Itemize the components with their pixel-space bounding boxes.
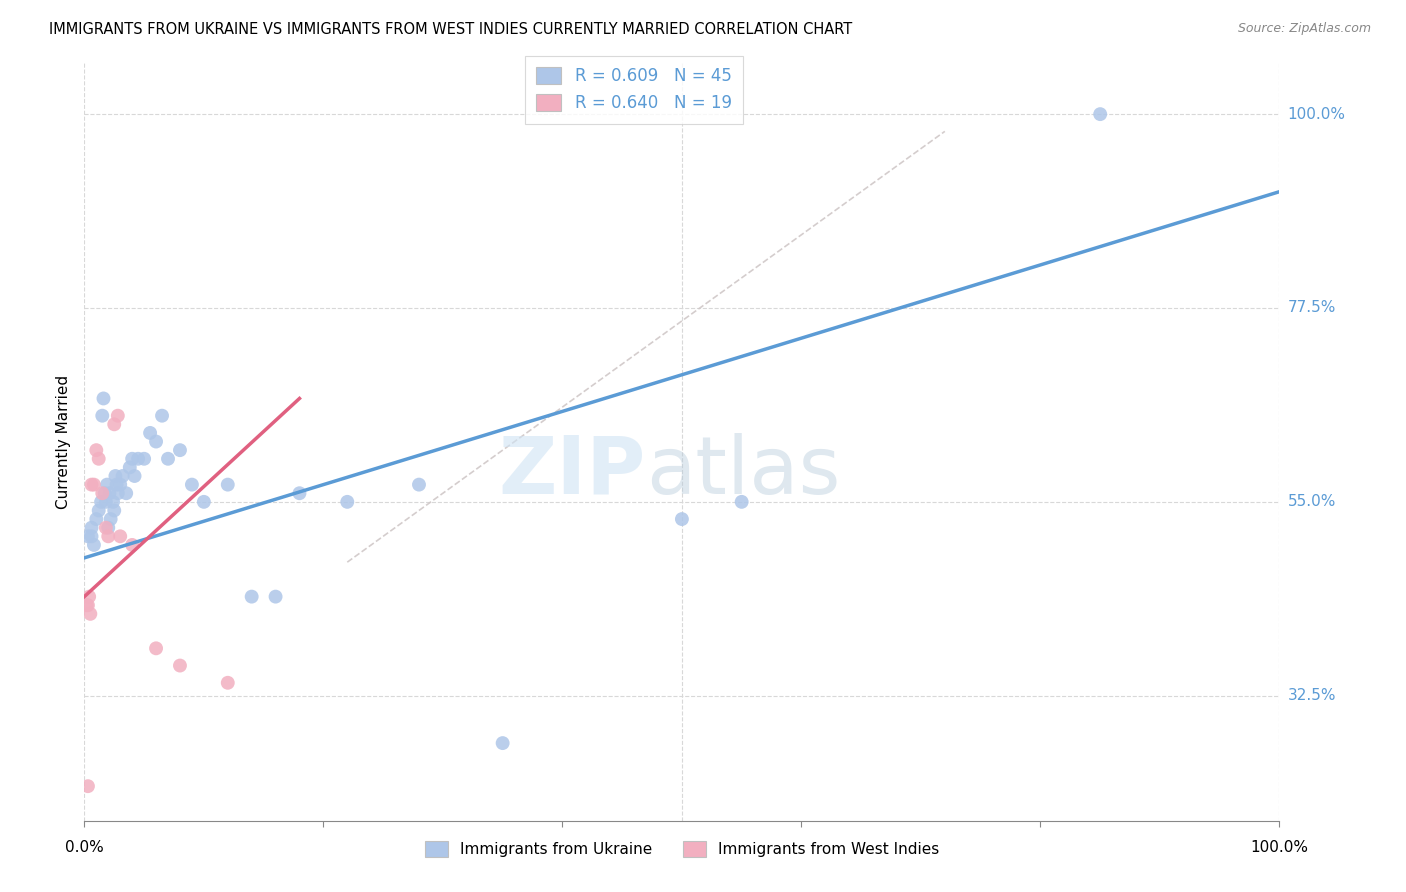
Point — [264, 590, 287, 604]
Y-axis label: Currently Married: Currently Married — [56, 375, 72, 508]
Point — [83, 538, 105, 552]
Point — [139, 425, 162, 440]
Text: 77.5%: 77.5% — [1288, 301, 1336, 316]
Point — [77, 599, 100, 613]
Point — [110, 477, 132, 491]
Point — [124, 469, 146, 483]
Point — [101, 495, 124, 509]
Point — [87, 503, 110, 517]
Text: 100.0%: 100.0% — [1288, 107, 1346, 121]
Point — [97, 521, 120, 535]
Text: Source: ZipAtlas.com: Source: ZipAtlas.com — [1237, 22, 1371, 36]
Point — [94, 495, 117, 509]
Point — [145, 434, 167, 449]
Point — [110, 529, 132, 543]
Point — [100, 512, 122, 526]
Point — [492, 736, 515, 750]
Legend: Immigrants from Ukraine, Immigrants from West Indies: Immigrants from Ukraine, Immigrants from… — [416, 831, 948, 866]
Text: 55.0%: 55.0% — [1288, 494, 1336, 509]
Point — [77, 779, 100, 793]
Point — [408, 477, 430, 491]
Point — [97, 529, 120, 543]
Point — [86, 443, 108, 458]
Point — [86, 512, 108, 526]
Point — [145, 641, 167, 656]
Point — [96, 477, 118, 491]
Point — [150, 409, 173, 423]
Point — [93, 486, 115, 500]
Point — [103, 417, 125, 432]
Point — [288, 486, 311, 500]
Point — [336, 495, 359, 509]
Point — [169, 658, 191, 673]
Point — [217, 675, 239, 690]
Point — [671, 512, 693, 526]
Point — [107, 486, 129, 500]
Point — [80, 477, 103, 491]
Point — [169, 443, 191, 458]
Text: ZIP: ZIP — [499, 433, 647, 511]
Point — [217, 477, 239, 491]
Point — [98, 486, 121, 500]
Point — [105, 477, 128, 491]
Point — [121, 451, 143, 466]
Text: 100.0%: 100.0% — [1250, 839, 1309, 855]
Point — [93, 392, 115, 406]
Point — [91, 486, 114, 500]
Point — [118, 460, 141, 475]
Text: 32.5%: 32.5% — [1288, 689, 1336, 703]
Point — [115, 486, 138, 500]
Point — [80, 529, 103, 543]
Point — [91, 409, 114, 423]
Text: atlas: atlas — [647, 433, 841, 511]
Point — [76, 599, 98, 613]
Point — [121, 538, 143, 552]
Point — [107, 409, 129, 423]
Point — [79, 607, 101, 621]
Text: 0.0%: 0.0% — [65, 839, 104, 855]
Point — [83, 477, 105, 491]
Point — [1090, 107, 1112, 121]
Point — [80, 521, 103, 535]
Point — [240, 590, 263, 604]
Point — [127, 451, 149, 466]
Point — [731, 495, 754, 509]
Point — [90, 495, 112, 509]
Point — [87, 451, 110, 466]
Point — [111, 469, 134, 483]
Point — [103, 503, 125, 517]
Text: IMMIGRANTS FROM UKRAINE VS IMMIGRANTS FROM WEST INDIES CURRENTLY MARRIED CORRELA: IMMIGRANTS FROM UKRAINE VS IMMIGRANTS FR… — [49, 22, 852, 37]
Point — [104, 469, 127, 483]
Point — [181, 477, 204, 491]
Point — [77, 590, 100, 604]
Point — [132, 451, 156, 466]
Point — [193, 495, 215, 509]
Point — [94, 521, 117, 535]
Point — [157, 451, 180, 466]
Point — [77, 529, 100, 543]
